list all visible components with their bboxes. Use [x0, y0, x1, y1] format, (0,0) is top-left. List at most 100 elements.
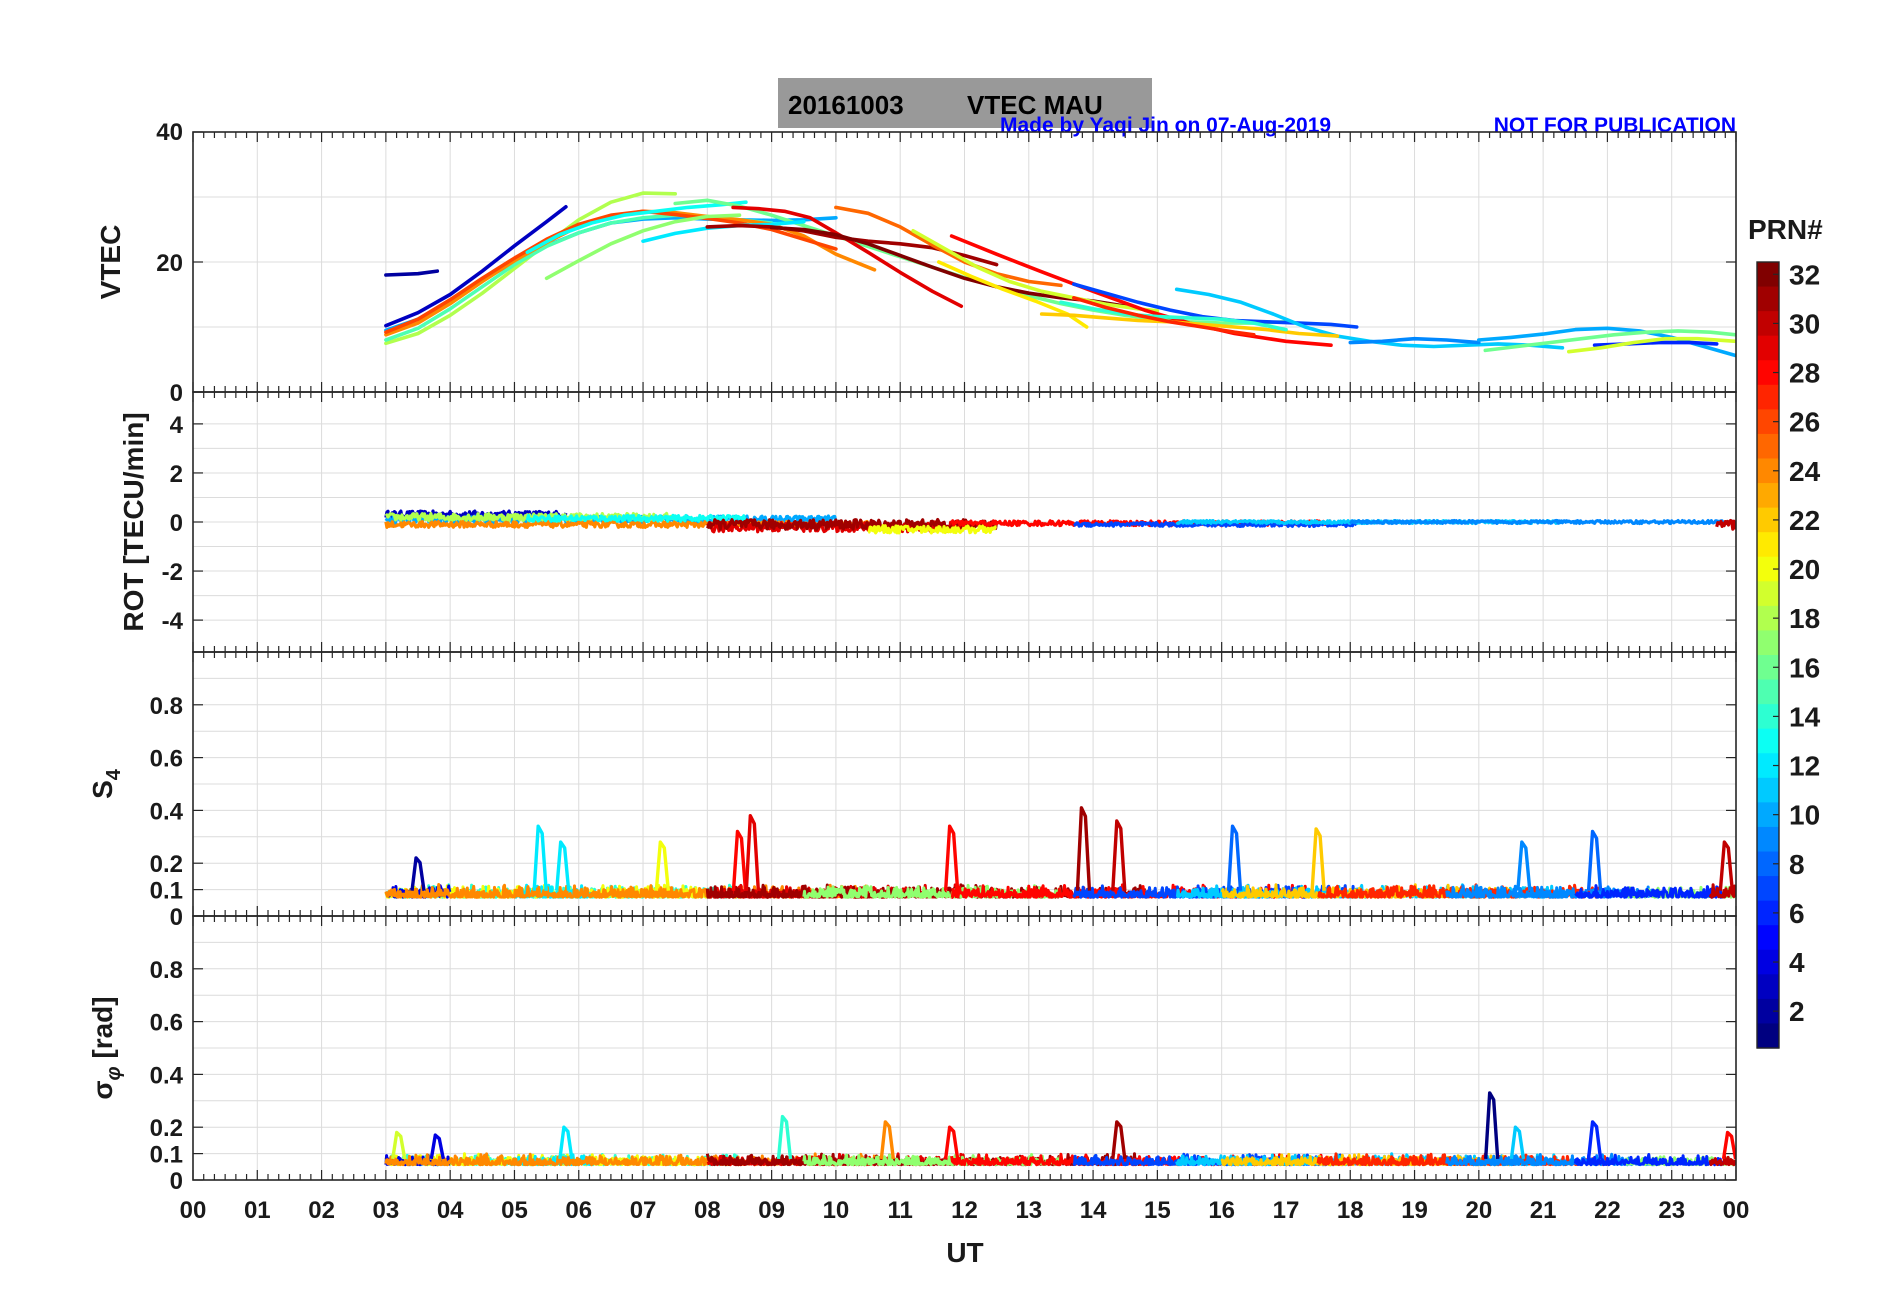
scint-peak-prn-29: [744, 814, 761, 891]
colorbar-swatch: [1757, 655, 1779, 681]
x-tick-label: 08: [694, 1197, 721, 1224]
colorbar-swatch: [1757, 433, 1779, 460]
x-tick-label: 03: [373, 1197, 400, 1224]
scint-peak-prn-20: [654, 840, 671, 891]
colorbar-swatch: [1757, 507, 1779, 533]
notice-text: NOT FOR PUBLICATION: [1494, 114, 1736, 137]
x-tick-label: 06: [565, 1197, 592, 1224]
colorbar-swatch: [1757, 753, 1779, 779]
scint-peak-prn-31: [1111, 1120, 1127, 1160]
scint-peak-prn-8: [1226, 824, 1243, 891]
colorbar-swatch: [1757, 581, 1779, 607]
x-tick-label: 05: [501, 1197, 528, 1224]
x-tick-label: 21: [1530, 1197, 1557, 1224]
scint-peak-prn-28: [1721, 1130, 1736, 1160]
x-tick-label: 10: [823, 1197, 850, 1224]
data-layer: [384, 191, 1736, 358]
scint-peak-prn-28: [731, 829, 748, 891]
colorbar-swatch: [1757, 704, 1779, 730]
colorbar-swatch: [1757, 826, 1779, 853]
colorbar-swatch: [1757, 949, 1779, 975]
rot-trace-prn-9: [1349, 518, 1736, 526]
x-tick-label: 09: [758, 1197, 785, 1224]
x-tick-label: 19: [1401, 1197, 1428, 1224]
vtec-trace-prn-13: [525, 200, 748, 255]
data-layer: [384, 509, 1736, 535]
colorbar-swatch: [1757, 777, 1779, 803]
colorbar-tick-label: 24: [1789, 456, 1821, 487]
y-tick-label: 0: [170, 510, 183, 537]
vtec-trace-prn-25: [834, 205, 1063, 288]
y-tick-label: -4: [162, 608, 184, 635]
vtec-panel: 0 20 40: [156, 119, 1737, 407]
sigma-phi-panel: 00.10.2 0.4 0.6 0.8: [150, 915, 1737, 1195]
colorbar-swatch: [1757, 556, 1779, 582]
colorbar-tick-label: 12: [1789, 751, 1820, 782]
y-tick-label: 0.1: [150, 1142, 183, 1169]
y-tick-label: 0.4: [150, 1062, 184, 1089]
vtec-trace-prn-17: [544, 213, 742, 281]
scint-peak-prn-12: [554, 840, 571, 891]
scint-peak-prn-11: [1509, 1125, 1526, 1160]
colorbar-tick-label: 10: [1789, 800, 1820, 831]
scint-trace-prn-17: [802, 883, 1062, 899]
y-tick-label: 0.6: [150, 1010, 183, 1037]
vtec-trace-prn-27: [1072, 295, 1256, 337]
title-text: VTEC MAU: [967, 90, 1103, 120]
scint-peak-prn-31: [1075, 806, 1092, 891]
scint-peak-prn-24: [879, 1120, 896, 1160]
scint-peak-prn-8: [1586, 829, 1603, 891]
colorbar-tick-label: 26: [1789, 407, 1820, 438]
vtec-trace-prn-29: [731, 205, 964, 309]
colorbar-swatch: [1757, 1023, 1779, 1049]
colorbar-swatch: [1757, 605, 1779, 632]
y-tick-label: 0: [170, 380, 183, 407]
y-tick-label: 0.6: [150, 746, 183, 773]
scint-peak-prn-6: [1586, 1120, 1603, 1160]
colorbar-tick-label: 8: [1789, 849, 1805, 880]
rot-trace-prn-30: [1715, 518, 1736, 531]
colorbar-tick-label: 6: [1789, 898, 1805, 929]
rot-trace-prn-20: [867, 524, 998, 535]
x-tick-label: 20: [1465, 1197, 1492, 1224]
colorbar-swatch: [1757, 728, 1779, 754]
x-tick-labels: 00 01 02 03 04 05 06 07 08 09 10 11 12 13 14 15 16 17 18 19…: [180, 1197, 1750, 1224]
vtec-trace-prn-16: [1483, 329, 1736, 353]
s4-y-label: S4: [87, 768, 125, 799]
rot-trace-prn-7: [1073, 520, 1358, 529]
colorbar-swatch: [1757, 974, 1779, 1000]
colorbar-tick-label: 16: [1789, 652, 1820, 683]
colorbar-swatch: [1757, 311, 1779, 337]
y-tick-label: 0.8: [150, 693, 183, 720]
colorbar-swatch: [1757, 630, 1779, 656]
x-tick-label: 12: [951, 1197, 978, 1224]
x-tick-label: 23: [1658, 1197, 1685, 1224]
y-tick-label: 4: [170, 412, 184, 439]
y-tick-label: 0: [170, 1168, 183, 1195]
scint-trace-prn-6: [1573, 1153, 1724, 1167]
colorbar-tick-label: 4: [1789, 947, 1805, 978]
x-tick-label: 02: [308, 1197, 335, 1224]
colorbar-swatch: [1757, 262, 1779, 288]
data-layer: [384, 806, 1736, 899]
x-tick-label: 07: [630, 1197, 657, 1224]
vtec-trace-prn-3: [384, 205, 568, 328]
colorbar-tick-label: 14: [1789, 701, 1821, 732]
vtec-trace-prn-19: [911, 229, 1160, 313]
colorbar-swatch: [1757, 360, 1779, 386]
x-tick-label: 22: [1594, 1197, 1621, 1224]
x-tick-label: 01: [244, 1197, 271, 1224]
colorbar-tick-label: 20: [1789, 554, 1820, 585]
vtec-trace-prn-9: [1348, 336, 1481, 345]
scint-peak-prn-14: [776, 1114, 793, 1160]
scint-peak-prn-28: [943, 824, 960, 891]
y-tick-label: 40: [156, 119, 183, 146]
vtec-trace-prn-32: [769, 225, 1127, 309]
colorbar-swatch: [1757, 409, 1779, 435]
colorbar-swatch: [1757, 900, 1779, 926]
colorbar-swatch: [1757, 679, 1779, 705]
colorbar-swatch: [1757, 925, 1779, 951]
colorbar-swatch: [1757, 876, 1779, 902]
